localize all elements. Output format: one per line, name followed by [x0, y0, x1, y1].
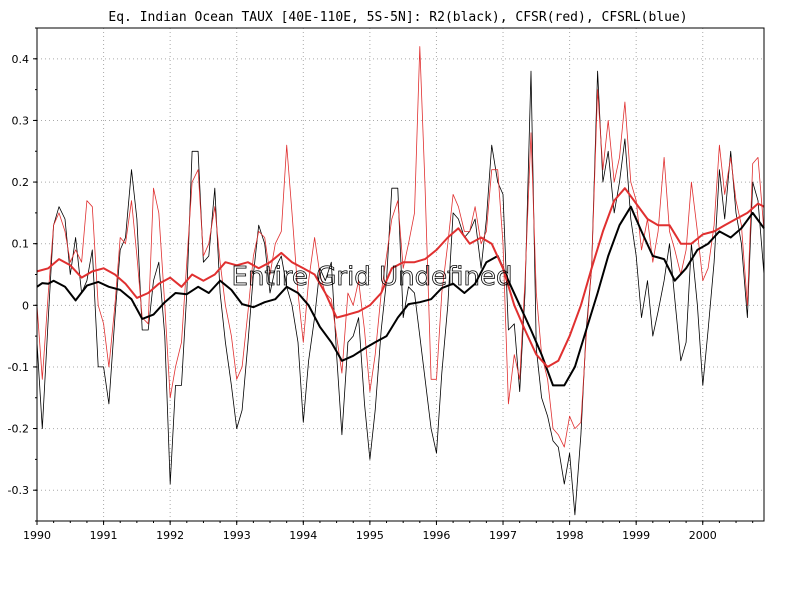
x-tick-label: 1996 — [422, 529, 450, 542]
y-tick-label: -0.1 — [8, 361, 29, 374]
x-tick-label: 1999 — [622, 529, 650, 542]
x-tick-label: 1994 — [289, 529, 317, 542]
x-tick-label: 1995 — [356, 529, 384, 542]
y-tick-label: 0.3 — [12, 114, 30, 127]
series-line-r2_monthly — [36, 70, 765, 516]
x-axis-ticks: 1990 1991 1992 1993 1994 1995 1996 1997 1998 1999… — [23, 521, 754, 542]
y-axis-ticks: -0.3 -0.2 -0.1 0 0.1 0.2 0.3 0.4 — [8, 27, 37, 522]
series-line-cfsr_smoothed — [36, 187, 765, 368]
y-tick-label: 0.2 — [12, 176, 30, 189]
x-tick-label: 1992 — [156, 529, 184, 542]
y-tick-label: -0.3 — [8, 484, 29, 497]
x-tick-label: 1990 — [23, 529, 51, 542]
x-tick-label: 1998 — [556, 529, 584, 542]
series-line-cfsr_monthly — [36, 46, 765, 448]
x-tick-label: 1993 — [223, 529, 251, 542]
y-tick-label: 0.1 — [12, 238, 30, 251]
y-tick-label: 0 — [22, 299, 29, 312]
y-tick-label: -0.2 — [8, 423, 29, 436]
chart-title: Eq. Indian Ocean TAUX [40E-110E, 5S-5N]:… — [108, 10, 687, 25]
x-tick-label: 1997 — [489, 529, 517, 542]
x-tick-label: 2000 — [689, 529, 717, 542]
series-group — [36, 46, 765, 516]
x-tick-label: 1991 — [90, 529, 118, 542]
series-line-r2_smoothed — [36, 205, 765, 387]
y-tick-label: 0.4 — [12, 53, 30, 66]
undefined-grid-overlay: Entire Grid Undefined — [232, 262, 513, 292]
